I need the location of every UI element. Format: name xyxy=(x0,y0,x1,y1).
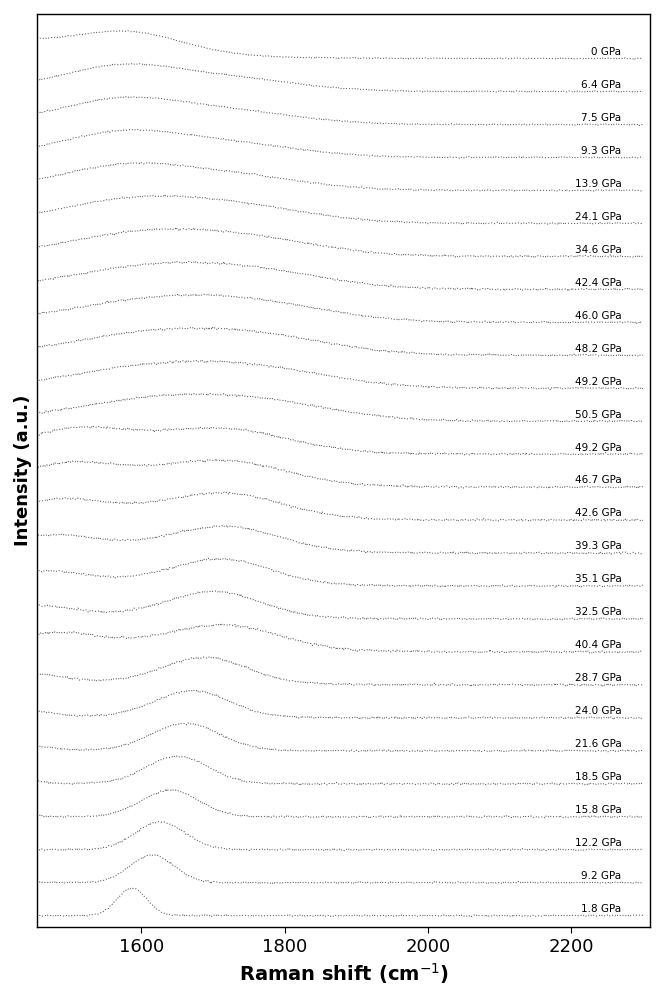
Text: 9.2 GPa: 9.2 GPa xyxy=(581,871,622,881)
Text: 9.3 GPa: 9.3 GPa xyxy=(581,146,622,156)
Text: 34.6 GPa: 34.6 GPa xyxy=(575,245,622,255)
Text: 12.2 GPa: 12.2 GPa xyxy=(575,838,622,848)
Text: 13.9 GPa: 13.9 GPa xyxy=(575,179,622,189)
Text: 42.6 GPa: 42.6 GPa xyxy=(575,508,622,518)
Text: 24.1 GPa: 24.1 GPa xyxy=(575,212,622,222)
Text: 42.4 GPa: 42.4 GPa xyxy=(575,278,622,288)
Text: 50.5 GPa: 50.5 GPa xyxy=(575,410,622,420)
Text: 35.1 GPa: 35.1 GPa xyxy=(575,574,622,584)
Text: 49.2 GPa: 49.2 GPa xyxy=(575,443,622,453)
Text: 46.7 GPa: 46.7 GPa xyxy=(575,475,622,485)
Text: 24.0 GPa: 24.0 GPa xyxy=(575,706,622,716)
Text: 0 GPa: 0 GPa xyxy=(592,47,622,57)
Text: 1.8 GPa: 1.8 GPa xyxy=(581,904,622,914)
Text: 7.5 GPa: 7.5 GPa xyxy=(581,113,622,123)
Text: 6.4 GPa: 6.4 GPa xyxy=(581,80,622,90)
X-axis label: Raman shift (cm$^{-1}$): Raman shift (cm$^{-1}$) xyxy=(239,961,449,986)
Text: 28.7 GPa: 28.7 GPa xyxy=(575,673,622,683)
Text: 49.2 GPa: 49.2 GPa xyxy=(575,377,622,387)
Text: 48.2 GPa: 48.2 GPa xyxy=(575,344,622,354)
Text: 39.3 GPa: 39.3 GPa xyxy=(575,541,622,551)
Text: 15.8 GPa: 15.8 GPa xyxy=(575,805,622,815)
Text: 40.4 GPa: 40.4 GPa xyxy=(575,640,622,650)
Y-axis label: Intensity (a.u.): Intensity (a.u.) xyxy=(14,395,32,546)
Text: 21.6 GPa: 21.6 GPa xyxy=(575,739,622,749)
Text: 32.5 GPa: 32.5 GPa xyxy=(575,607,622,617)
Text: 46.0 GPa: 46.0 GPa xyxy=(575,311,622,321)
Text: 18.5 GPa: 18.5 GPa xyxy=(575,772,622,782)
